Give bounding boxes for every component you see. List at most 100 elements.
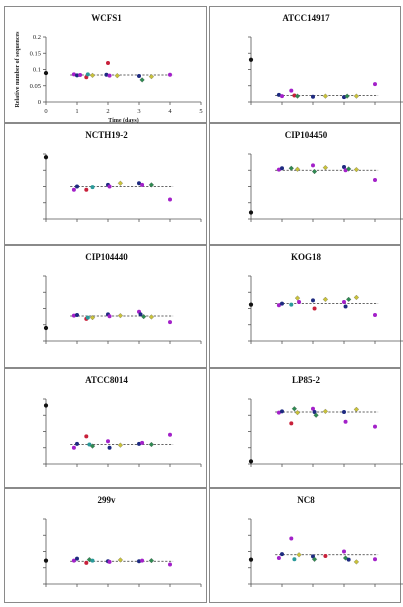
panel-title: NCTH19-2 xyxy=(85,130,128,140)
data-point-navy xyxy=(280,409,284,414)
data-point-purple xyxy=(107,184,112,189)
data-point-green xyxy=(89,443,96,449)
x-tick-label: 0 xyxy=(44,108,47,115)
scatter-plot: ATCC14917 xyxy=(248,13,403,105)
x-tick-label: 5 xyxy=(199,108,202,115)
data-point-purple xyxy=(276,303,281,308)
data-point-navy xyxy=(342,410,346,414)
chart-panel-ncth19-2: NCTH19-2 xyxy=(4,123,207,245)
chart-panel-kog18: KOG18 xyxy=(209,245,403,368)
data-point-yellow xyxy=(322,93,329,99)
data-point-purple xyxy=(289,536,294,541)
scatter-plot: LP85-2 xyxy=(248,375,403,467)
data-point-yellow xyxy=(114,73,120,79)
panel-title: CIP104450 xyxy=(285,130,328,140)
y-tick-label: 0.1 xyxy=(33,67,41,74)
data-point-green xyxy=(313,412,319,418)
data-point-navy xyxy=(342,165,346,169)
data-point-green xyxy=(141,314,147,320)
data-point-purple xyxy=(276,556,281,560)
data-point-yellow xyxy=(322,296,329,303)
chart-panel-lp85-2: LP85-2 xyxy=(209,368,403,488)
scatter-plot: ATCC8014 xyxy=(43,375,202,467)
data-point-teal xyxy=(90,558,95,563)
chart-panel-299v: 299v xyxy=(4,488,207,603)
data-point-yellow xyxy=(353,294,360,301)
data-point-yellow xyxy=(353,93,360,99)
data-point-purple xyxy=(342,300,346,304)
data-point-red xyxy=(312,306,317,311)
data-point-red xyxy=(84,187,89,192)
data-point-black xyxy=(248,302,254,307)
data-point-yellow xyxy=(117,313,124,319)
panel-title: NC8 xyxy=(297,495,315,505)
data-point-red xyxy=(106,61,110,65)
data-point-black xyxy=(248,210,254,215)
data-point-purple xyxy=(106,439,110,444)
data-point-navy xyxy=(75,313,79,317)
data-point-green xyxy=(139,77,145,83)
panel-title: 299v xyxy=(98,495,117,505)
data-point-red xyxy=(84,560,89,565)
data-point-black xyxy=(248,57,254,62)
x-axis-label: Time (days) xyxy=(108,117,138,124)
scatter-plot: CIP104450 xyxy=(248,130,403,222)
data-point-teal xyxy=(87,442,92,447)
data-point-navy xyxy=(75,73,79,78)
data-point-black xyxy=(248,459,254,464)
data-point-teal xyxy=(289,302,294,307)
data-point-green xyxy=(148,441,155,448)
data-point-navy xyxy=(276,92,281,97)
data-point-purple xyxy=(168,72,172,77)
panel-title: WCFS1 xyxy=(91,13,122,23)
data-point-yellow xyxy=(322,165,329,171)
data-point-black xyxy=(43,403,49,408)
data-point-yellow xyxy=(353,559,360,565)
data-point-yellow xyxy=(148,74,155,80)
data-point-red xyxy=(84,434,89,439)
y-tick-label: 0.05 xyxy=(30,83,41,90)
data-point-navy xyxy=(75,556,79,561)
scatter-plot: NC8 xyxy=(248,495,403,587)
scatter-plot: NCTH19-2 xyxy=(43,130,202,222)
data-point-red xyxy=(323,554,328,559)
x-tick-label: 1 xyxy=(75,108,78,115)
data-point-purple xyxy=(71,313,76,318)
data-point-yellow xyxy=(294,166,301,172)
chart-panel-cip104450: CIP104450 xyxy=(209,123,403,245)
data-point-purple xyxy=(168,320,172,325)
data-point-navy xyxy=(75,441,79,446)
data-point-purple xyxy=(373,178,377,182)
y-tick-label: 0 xyxy=(38,99,41,106)
data-point-teal xyxy=(90,185,95,190)
data-point-black xyxy=(43,70,49,76)
data-point-red xyxy=(289,421,294,426)
data-point-purple xyxy=(168,197,172,202)
data-point-yellow xyxy=(117,180,124,186)
scatter-plot: WCFS1 0 0.05 0.1 0.15 0.2 0 1 2 3 4 5 Time (days) Rel… xyxy=(15,13,203,124)
data-point-purple xyxy=(140,440,145,445)
data-point-purple xyxy=(276,410,281,415)
chart-panel-nc8: NC8 xyxy=(209,488,403,603)
data-point-green xyxy=(346,296,352,303)
data-point-purple xyxy=(140,558,145,563)
data-point-yellow xyxy=(353,406,360,413)
data-point-black xyxy=(43,155,49,160)
data-point-purple xyxy=(107,73,112,78)
data-point-navy xyxy=(137,181,141,186)
data-point-navy xyxy=(312,410,317,414)
panel-title: LP85-2 xyxy=(292,375,320,385)
data-point-yellow xyxy=(294,295,301,301)
data-point-teal xyxy=(292,557,297,562)
data-point-navy xyxy=(107,445,112,450)
data-point-purple xyxy=(280,94,284,99)
data-point-navy xyxy=(137,441,141,446)
x-tick-label: 4 xyxy=(168,108,172,115)
data-point-purple xyxy=(140,182,145,187)
data-point-green xyxy=(311,556,318,562)
data-point-navy xyxy=(104,72,109,77)
data-point-purple xyxy=(107,559,112,564)
data-point-yellow xyxy=(148,314,155,320)
data-point-yellow xyxy=(294,410,301,416)
